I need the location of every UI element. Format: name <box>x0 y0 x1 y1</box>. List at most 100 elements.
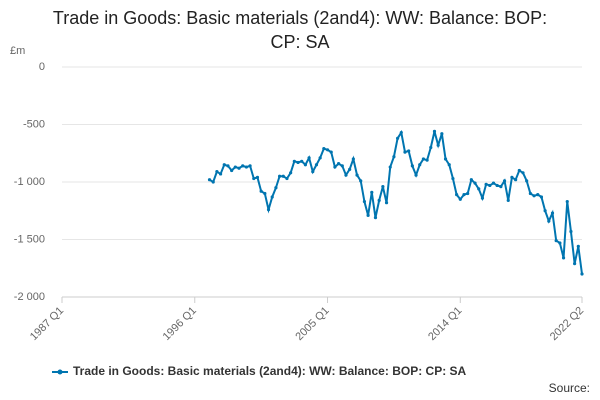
data-point <box>414 173 418 177</box>
data-point <box>565 199 569 204</box>
data-point <box>451 176 455 181</box>
data-point <box>447 163 451 167</box>
x-tick-label: 2005 Q1 <box>293 305 331 343</box>
data-point <box>554 239 558 243</box>
data-point <box>311 170 315 174</box>
data-point <box>274 186 278 190</box>
data-point <box>336 162 341 166</box>
data-point <box>462 193 466 197</box>
data-point <box>325 148 330 152</box>
data-point <box>532 194 536 198</box>
data-point <box>528 191 532 196</box>
data-point <box>469 178 473 182</box>
data-point <box>429 145 433 150</box>
y-tick-label: 0 <box>39 61 45 73</box>
data-point <box>392 155 396 159</box>
data-point <box>377 198 381 202</box>
data-point <box>569 229 573 234</box>
data-point <box>384 201 389 205</box>
data-point <box>499 185 503 189</box>
data-point <box>292 159 296 163</box>
data-point <box>314 163 319 167</box>
y-axis-label: £m <box>10 45 25 57</box>
y-tick-label: -1 500 <box>14 233 45 245</box>
data-point <box>218 172 223 176</box>
data-point <box>285 176 289 181</box>
data-point <box>455 193 459 197</box>
data-point <box>517 168 521 173</box>
data-point <box>510 175 514 179</box>
data-point <box>502 179 507 183</box>
data-point <box>248 164 252 168</box>
legend-marker <box>57 369 63 375</box>
data-point <box>281 174 285 178</box>
data-point <box>458 197 462 201</box>
x-tick-label: 2022 Q2 <box>548 305 586 343</box>
data-point <box>436 143 440 147</box>
data-point <box>230 168 234 173</box>
data-point <box>233 165 237 169</box>
chart-title: Trade in Goods: Basic materials (2and4):… <box>52 8 548 52</box>
data-point <box>514 178 518 182</box>
data-point <box>226 164 230 168</box>
data-point <box>466 191 470 196</box>
data-point <box>266 208 271 212</box>
data-point <box>289 171 293 175</box>
data-point <box>300 159 304 163</box>
data-point <box>322 147 326 151</box>
data-point <box>525 179 529 183</box>
data-point <box>396 136 400 140</box>
data-point <box>237 166 241 170</box>
data-point <box>373 216 378 220</box>
data-point <box>333 165 337 169</box>
data-point <box>355 173 359 177</box>
data-point <box>207 178 212 182</box>
data-point <box>539 195 544 199</box>
data-point <box>407 149 411 153</box>
data-point <box>277 174 282 178</box>
data-point <box>543 209 547 213</box>
data-point <box>370 190 374 194</box>
data-point <box>488 183 492 188</box>
data-point <box>259 189 263 193</box>
data-point <box>580 272 584 276</box>
data-point <box>252 176 256 181</box>
data-point <box>506 198 510 202</box>
data-point <box>399 130 403 135</box>
data-point <box>491 181 496 185</box>
y-tick-label: -2 000 <box>14 291 45 303</box>
data-point <box>388 165 392 169</box>
data-point <box>255 175 260 179</box>
data-point <box>558 241 562 245</box>
data-point <box>348 167 352 171</box>
data-point <box>241 164 245 168</box>
data-point <box>303 163 308 167</box>
data-point <box>550 211 555 215</box>
data-point <box>362 199 367 204</box>
data-point <box>421 157 426 161</box>
x-tick-label: 1996 Q1 <box>161 305 199 343</box>
data-point <box>211 180 215 184</box>
data-point <box>222 163 226 167</box>
data-point <box>573 262 577 266</box>
data-point <box>440 132 444 136</box>
data-point <box>418 163 422 167</box>
data-point <box>351 157 355 161</box>
data-point <box>318 156 322 160</box>
data-point <box>263 191 267 196</box>
data-point <box>244 165 248 169</box>
data-point <box>484 182 488 186</box>
y-tick-label: -500 <box>23 118 45 130</box>
data-point <box>443 157 448 161</box>
x-tick-label: 1987 Q1 <box>28 305 66 343</box>
data-point <box>215 170 219 174</box>
data-point <box>425 158 429 162</box>
data-point <box>576 244 580 248</box>
data-point <box>381 185 385 189</box>
data-point <box>344 173 348 177</box>
data-point <box>536 193 540 197</box>
data-point <box>359 179 363 183</box>
data-point <box>329 150 333 154</box>
